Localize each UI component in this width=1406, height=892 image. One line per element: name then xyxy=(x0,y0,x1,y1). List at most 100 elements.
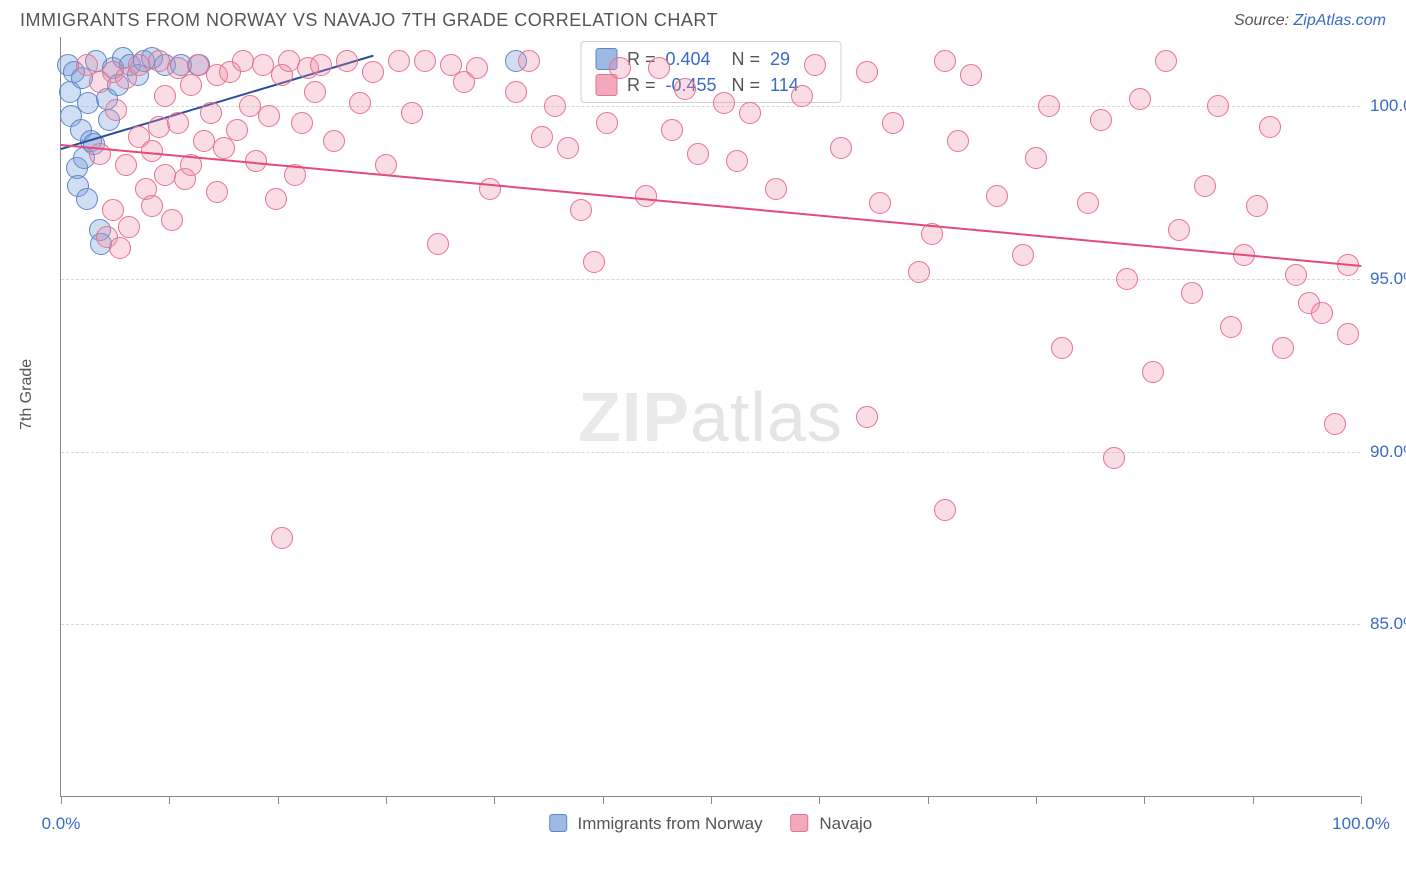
data-point xyxy=(414,50,436,72)
source-attribution: Source: ZipAtlas.com xyxy=(1234,12,1386,30)
data-point xyxy=(1246,195,1268,217)
data-point xyxy=(1194,175,1216,197)
data-point xyxy=(1220,316,1242,338)
data-point xyxy=(180,74,202,96)
data-point xyxy=(1038,95,1060,117)
x-tick xyxy=(169,796,170,804)
data-point xyxy=(1259,116,1281,138)
data-point xyxy=(505,81,527,103)
data-point xyxy=(739,102,761,124)
data-point xyxy=(648,57,670,79)
data-point xyxy=(427,233,449,255)
y-tick-label: 85.0% xyxy=(1370,614,1406,634)
data-point xyxy=(570,199,592,221)
data-point xyxy=(115,154,137,176)
data-point xyxy=(1142,361,1164,383)
data-point xyxy=(908,261,930,283)
watermark: ZIPatlas xyxy=(578,377,843,457)
data-point xyxy=(1324,413,1346,435)
data-point xyxy=(105,99,127,121)
x-tick xyxy=(61,796,62,804)
x-tick xyxy=(603,796,604,804)
data-point xyxy=(388,50,410,72)
data-point xyxy=(856,406,878,428)
data-point xyxy=(804,54,826,76)
data-point xyxy=(765,178,787,200)
data-point xyxy=(726,150,748,172)
data-point xyxy=(687,143,709,165)
data-point xyxy=(934,50,956,72)
data-point xyxy=(118,216,140,238)
y-tick-label: 95.0% xyxy=(1370,269,1406,289)
data-point xyxy=(583,251,605,273)
data-point xyxy=(401,102,423,124)
data-point xyxy=(1090,109,1112,131)
legend-item-norway: Immigrants from Norway xyxy=(549,814,763,834)
data-point xyxy=(713,92,735,114)
data-point xyxy=(154,85,176,107)
data-point xyxy=(661,119,683,141)
data-point xyxy=(830,137,852,159)
data-point xyxy=(109,237,131,259)
data-point xyxy=(557,137,579,159)
data-point xyxy=(1155,50,1177,72)
data-point xyxy=(466,57,488,79)
x-tick xyxy=(1036,796,1037,804)
data-point xyxy=(362,61,384,83)
x-tick xyxy=(928,796,929,804)
y-tick-label: 90.0% xyxy=(1370,442,1406,462)
data-point xyxy=(531,126,553,148)
data-point xyxy=(200,102,222,124)
data-point xyxy=(635,185,657,207)
data-point xyxy=(232,50,254,72)
x-tick-label: 0.0% xyxy=(42,814,81,834)
data-point xyxy=(609,57,631,79)
data-point xyxy=(1272,337,1294,359)
data-point xyxy=(206,181,228,203)
x-tick xyxy=(278,796,279,804)
data-point xyxy=(271,527,293,549)
data-point xyxy=(674,78,696,100)
data-point xyxy=(1311,302,1333,324)
data-point xyxy=(947,130,969,152)
data-point xyxy=(128,54,150,76)
x-tick xyxy=(711,796,712,804)
data-point xyxy=(1025,147,1047,169)
data-point xyxy=(1285,264,1307,286)
data-point xyxy=(154,164,176,186)
chart-title: IMMIGRANTS FROM NORWAY VS NAVAJO 7TH GRA… xyxy=(20,10,718,31)
gridline xyxy=(61,624,1360,625)
legend-bottom: Immigrants from Norway Navajo xyxy=(549,814,873,834)
data-point xyxy=(856,61,878,83)
x-tick xyxy=(1144,796,1145,804)
data-point xyxy=(226,119,248,141)
data-point xyxy=(960,64,982,86)
source-link[interactable]: ZipAtlas.com xyxy=(1294,12,1386,29)
data-point xyxy=(258,105,280,127)
data-point xyxy=(349,92,371,114)
data-point xyxy=(323,130,345,152)
data-point xyxy=(310,54,332,76)
data-point xyxy=(291,112,313,134)
data-point xyxy=(1103,447,1125,469)
data-point xyxy=(161,209,183,231)
legend-item-navajo: Navajo xyxy=(791,814,873,834)
data-point xyxy=(1116,268,1138,290)
swatch-norway-icon xyxy=(549,814,567,832)
data-point xyxy=(596,112,618,134)
data-point xyxy=(544,95,566,117)
y-axis-label: 7th Grade xyxy=(18,359,36,430)
gridline xyxy=(61,452,1360,453)
data-point xyxy=(986,185,1008,207)
data-point xyxy=(1207,95,1229,117)
x-tick xyxy=(386,796,387,804)
data-point xyxy=(1181,282,1203,304)
data-point xyxy=(1012,244,1034,266)
data-point xyxy=(1077,192,1099,214)
data-point xyxy=(304,81,326,103)
swatch-navajo-icon xyxy=(791,814,809,832)
data-point xyxy=(265,188,287,210)
scatter-chart: ZIPatlas R = 0.404 N = 29 R = -0.455 N =… xyxy=(60,37,1360,797)
data-point xyxy=(141,195,163,217)
x-tick xyxy=(494,796,495,804)
